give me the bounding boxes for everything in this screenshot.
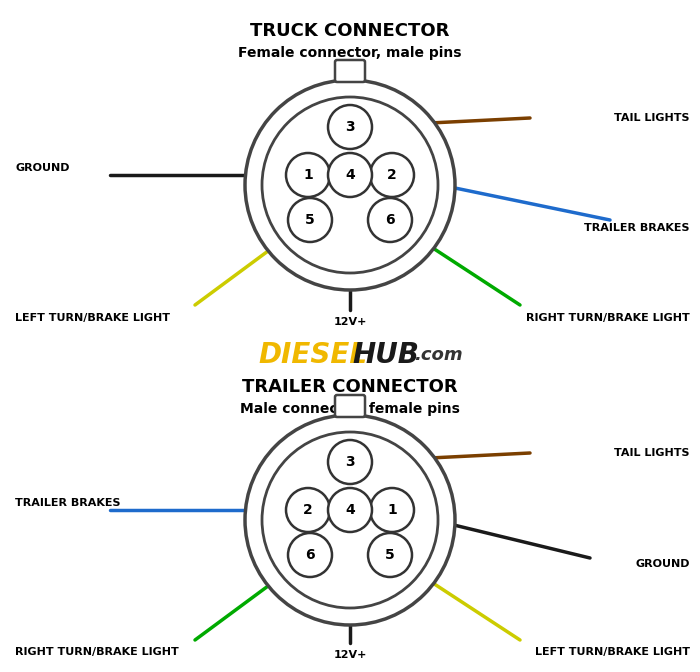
Text: 6: 6 (305, 548, 315, 562)
Text: TRAILER CONNECTOR: TRAILER CONNECTOR (242, 378, 458, 396)
Text: TRAILER BRAKES: TRAILER BRAKES (584, 223, 690, 233)
Text: 5: 5 (385, 548, 395, 562)
Text: GROUND: GROUND (15, 163, 69, 173)
Circle shape (368, 198, 412, 242)
Circle shape (288, 533, 332, 577)
Text: .com: .com (414, 346, 463, 364)
Text: 12V+: 12V+ (333, 650, 367, 660)
Circle shape (245, 415, 455, 625)
Circle shape (288, 198, 332, 242)
Circle shape (328, 440, 372, 484)
Text: RIGHT TURN/BRAKE LIGHT: RIGHT TURN/BRAKE LIGHT (15, 647, 178, 657)
Text: LEFT TURN/BRAKE LIGHT: LEFT TURN/BRAKE LIGHT (15, 313, 170, 323)
FancyBboxPatch shape (335, 60, 365, 82)
Text: HUB: HUB (352, 341, 419, 369)
Circle shape (368, 533, 412, 577)
Text: DIESEL: DIESEL (258, 341, 367, 369)
Text: 3: 3 (345, 120, 355, 134)
Circle shape (286, 488, 330, 532)
Text: 2: 2 (303, 503, 313, 517)
Text: 3: 3 (345, 455, 355, 469)
Text: LEFT TURN/BRAKE LIGHT: LEFT TURN/BRAKE LIGHT (535, 647, 690, 657)
Text: Male connector, female pins: Male connector, female pins (240, 402, 460, 416)
Circle shape (262, 97, 438, 273)
Circle shape (328, 153, 372, 197)
Text: TAIL LIGHTS: TAIL LIGHTS (615, 448, 690, 458)
Circle shape (370, 153, 414, 197)
Text: RIGHT TURN/BRAKE LIGHT: RIGHT TURN/BRAKE LIGHT (526, 313, 690, 323)
Text: 6: 6 (385, 213, 395, 227)
Circle shape (328, 105, 372, 149)
Text: 12V+: 12V+ (333, 317, 367, 327)
Text: 4: 4 (345, 503, 355, 517)
Circle shape (370, 488, 414, 532)
Text: 1: 1 (387, 503, 397, 517)
Text: Female connector, male pins: Female connector, male pins (238, 46, 462, 60)
Text: TAIL LIGHTS: TAIL LIGHTS (615, 113, 690, 123)
Text: GROUND: GROUND (636, 559, 690, 569)
Text: 2: 2 (387, 168, 397, 182)
Text: 1: 1 (303, 168, 313, 182)
Circle shape (262, 432, 438, 608)
Text: 5: 5 (305, 213, 315, 227)
Text: TRAILER BRAKES: TRAILER BRAKES (15, 498, 120, 508)
Circle shape (245, 80, 455, 290)
Circle shape (328, 488, 372, 532)
FancyBboxPatch shape (335, 395, 365, 417)
Text: 4: 4 (345, 168, 355, 182)
Circle shape (286, 153, 330, 197)
Text: TRUCK CONNECTOR: TRUCK CONNECTOR (251, 22, 449, 40)
